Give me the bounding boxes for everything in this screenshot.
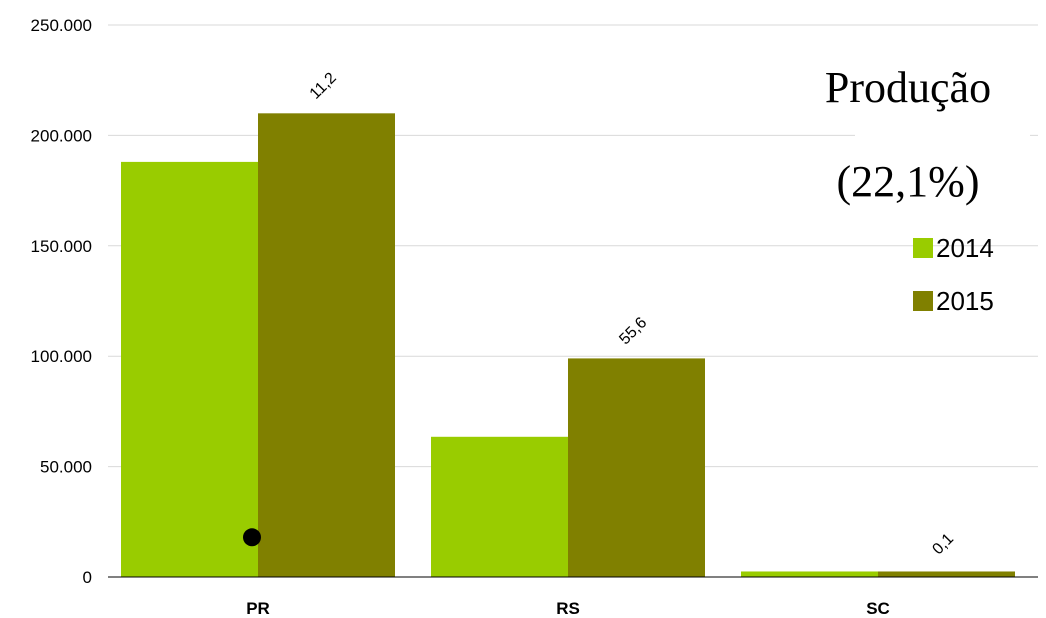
chart-subtitle: (22,1%) <box>837 157 980 206</box>
bar-rs-2014 <box>431 436 568 577</box>
legend-label-2014: 2014 <box>936 233 994 263</box>
x-category-rs: RS <box>556 599 580 618</box>
data-label-sc: 0,1 <box>929 530 957 558</box>
y-tick-label: 100.000 <box>31 347 92 366</box>
bars <box>121 113 1015 577</box>
x-category-pr: PR <box>246 599 270 618</box>
bar-pr-2014 <box>121 161 258 577</box>
data-label-rs: 55,6 <box>616 314 650 348</box>
legend-swatch-2014 <box>913 238 933 258</box>
x-axis-categories: PR RS SC <box>246 599 890 618</box>
y-tick-label: 50.000 <box>40 458 92 477</box>
bar-pr-2015 <box>258 113 395 577</box>
title-background <box>855 92 1030 242</box>
y-tick-label: 150.000 <box>31 237 92 256</box>
bar-sc-2014 <box>741 571 878 577</box>
bar-rs-2015 <box>568 358 705 577</box>
y-axis-ticks: 0 50.000 100.000 150.000 200.000 250.000 <box>31 16 92 587</box>
y-tick-label: 200.000 <box>31 126 92 145</box>
x-category-sc: SC <box>866 599 890 618</box>
y-tick-label: 250.000 <box>31 16 92 35</box>
chart-title: Produção <box>825 63 991 112</box>
legend-label-2015: 2015 <box>936 286 994 316</box>
legend-swatch-2015 <box>913 291 933 311</box>
legend: 2014 2015 <box>913 233 994 316</box>
bar-sc-2015 <box>878 571 1015 577</box>
point-marker <box>243 528 261 547</box>
y-tick-label: 0 <box>83 568 92 587</box>
data-label-pr: 11,2 <box>307 69 340 102</box>
